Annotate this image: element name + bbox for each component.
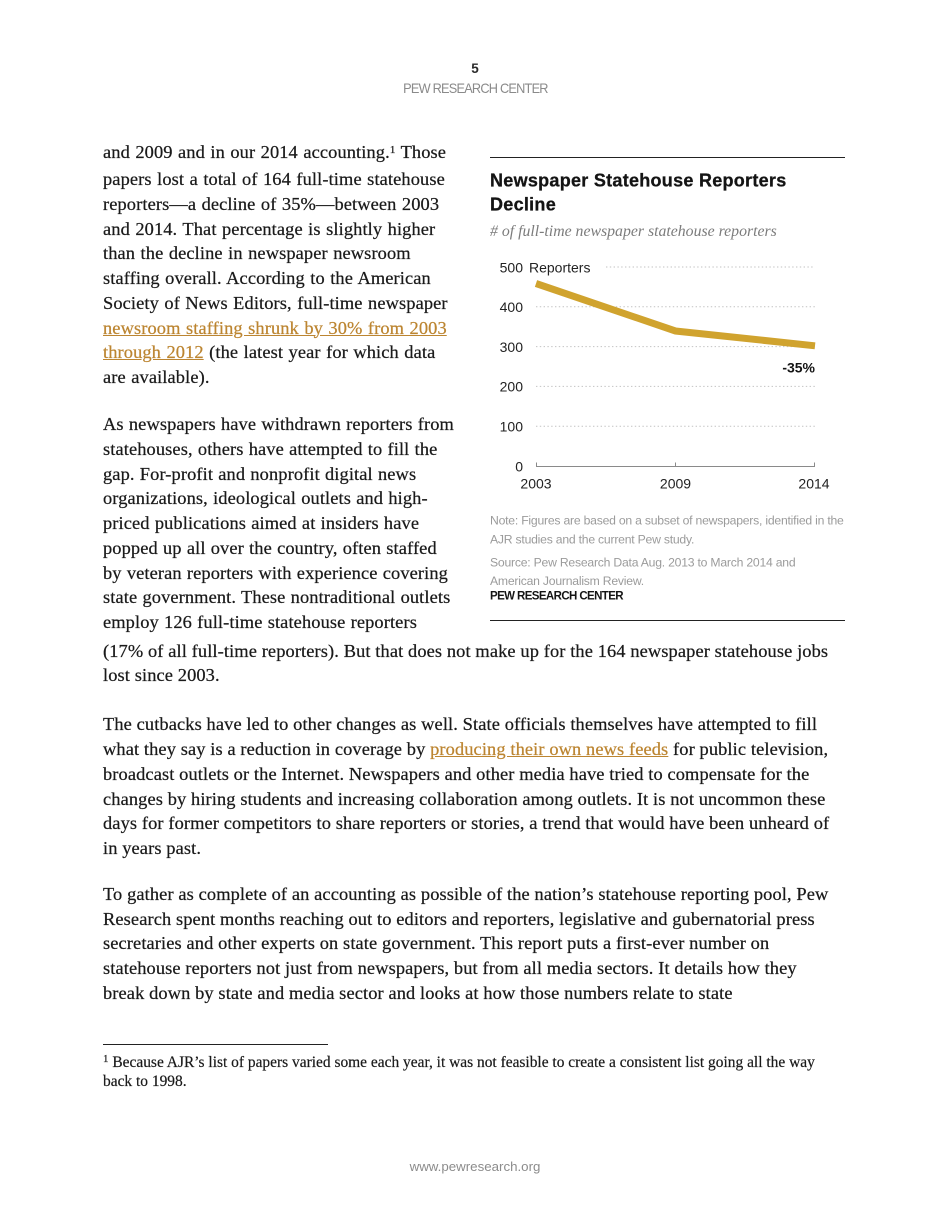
svg-text:PEW RESEARCH CENTER: PEW RESEARCH CENTER bbox=[490, 591, 624, 603]
svg-text:Note: Figures are based on a s: Note: Figures are based on a subset of n… bbox=[490, 514, 844, 528]
svg-text:# of full-time newspaper state: # of full-time newspaper statehouse repo… bbox=[490, 223, 777, 240]
svg-text:-35%: -35% bbox=[782, 360, 815, 376]
svg-text:400: 400 bbox=[500, 299, 524, 315]
svg-text:2014: 2014 bbox=[798, 475, 829, 491]
svg-text:Newspaper Statehouse Reporters: Newspaper Statehouse Reporters bbox=[490, 171, 787, 191]
svg-text:Reporters: Reporters bbox=[529, 259, 590, 275]
svg-text:200: 200 bbox=[500, 379, 524, 395]
svg-text:2009: 2009 bbox=[660, 475, 691, 491]
svg-text:2003: 2003 bbox=[520, 475, 551, 491]
svg-text:100: 100 bbox=[500, 419, 524, 435]
svg-text:American Journalism Review.: American Journalism Review. bbox=[490, 574, 644, 588]
svg-text:Source: Pew Research Data Aug.: Source: Pew Research Data Aug. 2013 to M… bbox=[490, 556, 795, 570]
svg-text:AJR studies and the current Pe: AJR studies and the current Pew study. bbox=[490, 533, 694, 547]
svg-text:300: 300 bbox=[500, 339, 524, 355]
svg-text:Decline: Decline bbox=[490, 195, 556, 215]
svg-text:0: 0 bbox=[515, 458, 523, 474]
svg-text:500: 500 bbox=[500, 259, 524, 275]
